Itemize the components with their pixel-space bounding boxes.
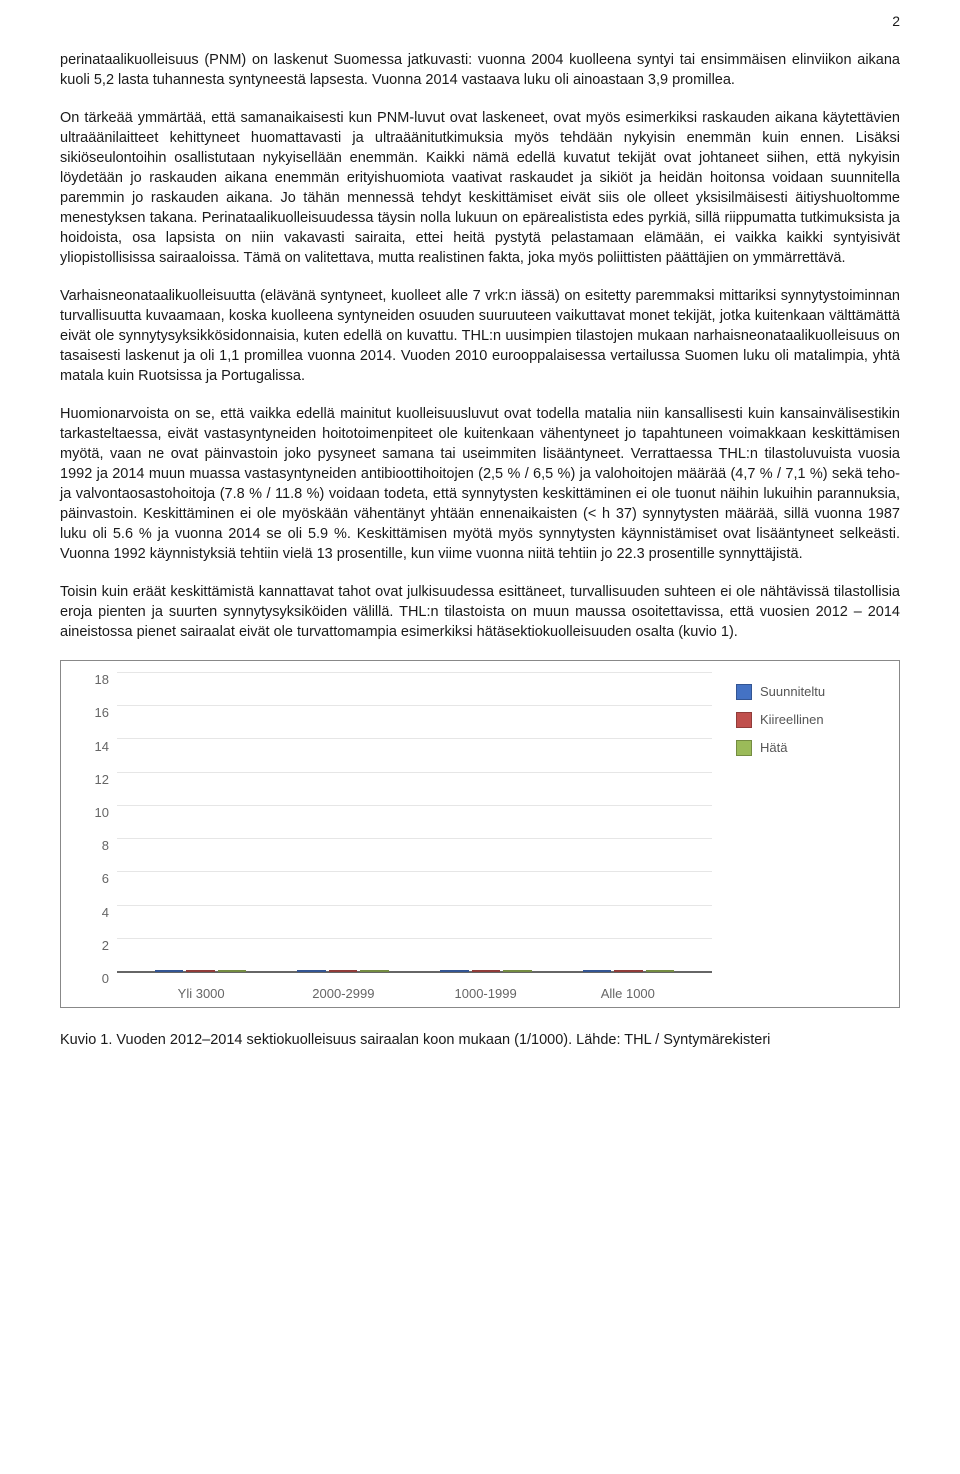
- bar: [440, 970, 468, 972]
- bar: [297, 970, 325, 972]
- bar-group: [440, 970, 531, 972]
- chart-container: 0 2 4 6 8 10 12 14 16 18 Yli 3000 2000-2999 1000-19…: [60, 660, 900, 1008]
- bar-group: [155, 970, 246, 972]
- legend-label: Suunniteltu: [760, 683, 825, 701]
- x-tick-label: 2000-2999: [298, 985, 389, 1003]
- chart-legend: Suunniteltu Kiireellinen Hätä: [722, 673, 891, 1003]
- paragraph-4: Huomionarvoista on se, että vaikka edell…: [60, 404, 900, 564]
- chart-plot: 0 2 4 6 8 10 12 14 16 18 Yli 3000 2000-2999 1000-19…: [69, 673, 722, 1003]
- y-tick-label: 2: [79, 937, 109, 955]
- x-tick-label: Alle 1000: [582, 985, 673, 1003]
- bar: [472, 970, 500, 972]
- legend-item: Suunniteltu: [736, 683, 891, 701]
- y-tick-label: 16: [79, 704, 109, 722]
- bar-group: [583, 970, 674, 972]
- bar: [503, 970, 531, 972]
- y-tick-label: 0: [79, 970, 109, 988]
- bar: [155, 970, 183, 972]
- y-tick-label: 10: [79, 804, 109, 822]
- bar: [218, 970, 246, 972]
- legend-item: Kiireellinen: [736, 711, 891, 729]
- legend-label: Hätä: [760, 739, 787, 757]
- x-tick-label: 1000-1999: [440, 985, 531, 1003]
- bar: [646, 970, 674, 972]
- paragraph-1: perinataalikuolleisuus (PNM) on laskenut…: [60, 50, 900, 90]
- y-tick-label: 12: [79, 771, 109, 789]
- paragraph-2: On tärkeää ymmärtää, että samanaikaisest…: [60, 108, 900, 268]
- bar: [614, 970, 642, 972]
- bar: [186, 970, 214, 972]
- y-tick-label: 18: [79, 671, 109, 689]
- bar: [329, 970, 357, 972]
- paragraph-3: Varhaisneonataalikuolleisuutta (elävänä …: [60, 286, 900, 386]
- bar: [360, 970, 388, 972]
- legend-swatch: [736, 740, 752, 756]
- legend-label: Kiireellinen: [760, 711, 824, 729]
- y-tick-label: 14: [79, 737, 109, 755]
- legend-swatch: [736, 712, 752, 728]
- bar: [583, 970, 611, 972]
- y-tick-label: 8: [79, 837, 109, 855]
- legend-item: Hätä: [736, 739, 891, 757]
- chart-caption: Kuvio 1. Vuoden 2012–2014 sektiokuolleis…: [60, 1030, 900, 1050]
- paragraph-5: Toisin kuin eräät keskittämistä kannatta…: [60, 582, 900, 642]
- bar-group: [297, 970, 388, 972]
- x-tick-label: Yli 3000: [156, 985, 247, 1003]
- y-tick-label: 4: [79, 904, 109, 922]
- page-number: 2: [892, 12, 900, 31]
- legend-swatch: [736, 684, 752, 700]
- y-tick-label: 6: [79, 870, 109, 888]
